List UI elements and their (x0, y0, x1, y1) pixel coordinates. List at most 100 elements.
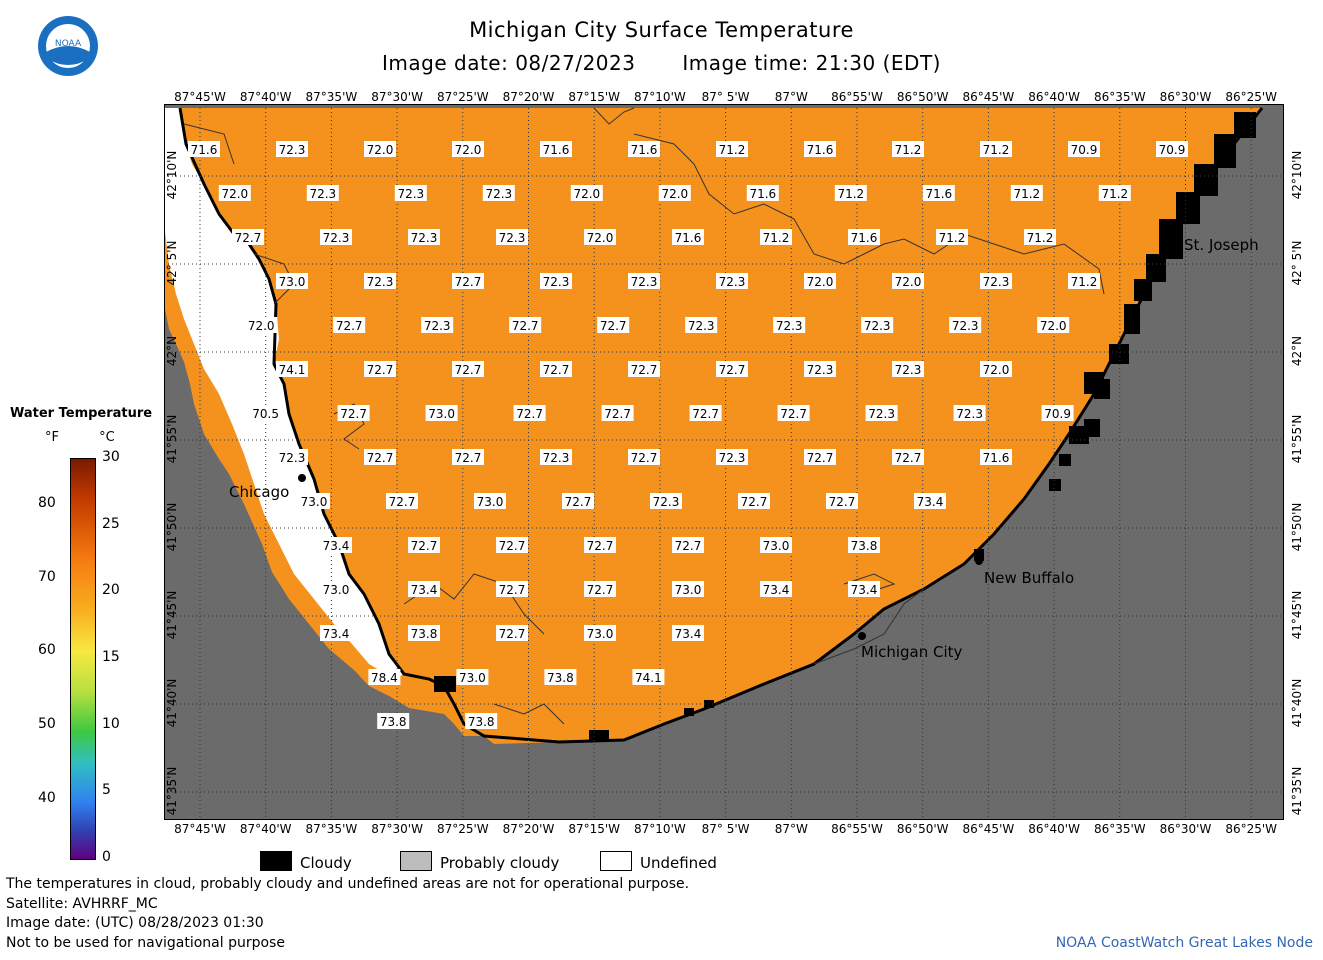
temperature-label: 73.8 (377, 713, 410, 729)
latitude-label: 41°40'N (165, 678, 179, 728)
svg-text:72.0: 72.0 (221, 187, 248, 201)
temperature-label: 73.4 (760, 581, 792, 597)
temperature-label: 72.3 (276, 449, 308, 465)
temperature-label: 71.6 (922, 185, 955, 201)
longitude-label: 86°30'W (1159, 90, 1212, 104)
svg-text:72.7: 72.7 (895, 451, 922, 465)
svg-text:72.7: 72.7 (829, 495, 856, 509)
svg-text:73.0: 73.0 (323, 583, 350, 597)
temperature-label: 72.3 (540, 449, 572, 465)
temperature-label: 70.9 (1156, 141, 1188, 157)
svg-text:70.9: 70.9 (1044, 407, 1071, 421)
svg-text:71.2: 71.2 (1013, 187, 1040, 201)
longitude-label: 86°55'W (831, 90, 883, 104)
svg-text:72.7: 72.7 (512, 319, 539, 333)
longitude-label: 87°10'W (634, 822, 686, 836)
legend-units: °F °C (45, 430, 115, 445)
latitude-label: 42°N (165, 335, 179, 367)
temperature-label: 72.3 (394, 185, 427, 201)
svg-text:72.7: 72.7 (604, 407, 631, 421)
legend-celsius-tick: 0 (102, 849, 111, 865)
temperature-label: 71.2 (892, 141, 924, 157)
temperature-label: 72.0 (980, 361, 1012, 377)
svg-text:72.0: 72.0 (807, 275, 834, 289)
place-new-buffalo: New Buffalo (984, 569, 1074, 587)
temperature-label: 73.4 (408, 581, 440, 597)
latitude-label: 42°10'N (165, 150, 179, 200)
temperature-label: 71.2 (760, 229, 792, 245)
svg-text:72.3: 72.3 (776, 319, 803, 333)
temperature-label: 73.0 (456, 669, 489, 685)
longitude-label: 87° 5'W (701, 90, 750, 104)
svg-text:72.3: 72.3 (367, 275, 394, 289)
temperature-label: 72.7 (513, 405, 546, 421)
longitude-label: 87°10'W (634, 90, 686, 104)
svg-text:71.2: 71.2 (719, 143, 746, 157)
svg-text:72.7: 72.7 (741, 495, 768, 509)
latitude-label: 41°40'N (1290, 678, 1304, 728)
temperature-label: 73.4 (914, 493, 946, 509)
temperature-label: 72.7 (337, 405, 370, 421)
isotherm-contours (183, 107, 1105, 725)
longitude-label: 87°20'W (502, 822, 555, 836)
temperature-label: 71.2 (1010, 185, 1043, 201)
legend-celsius-tick: 5 (102, 782, 111, 799)
temperature-label: 72.7 (364, 361, 396, 377)
temperature-label: 71.2 (1068, 273, 1100, 289)
temperature-label: 71.2 (1024, 229, 1056, 245)
svg-text:78.4: 78.4 (371, 671, 398, 685)
temperature-label: 72.0 (892, 273, 924, 289)
coastline (178, 107, 1264, 744)
longitude-label: 86°40'W (1028, 822, 1080, 836)
map-title: Michigan City Surface Temperature (469, 18, 854, 42)
legend-fahrenheit-tick: 60 (38, 642, 56, 658)
longitude-label: 86°45'W (962, 90, 1015, 104)
temperature-label: 72.7 (364, 449, 396, 465)
svg-text:72.0: 72.0 (587, 231, 614, 245)
temperature-label: 73.0 (760, 537, 792, 553)
temperature-label: 72.0 (1037, 317, 1070, 333)
svg-text:72.7: 72.7 (367, 363, 394, 377)
temperature-label: 73.0 (320, 581, 352, 597)
longitude-label: 87°40'W (239, 90, 292, 104)
svg-text:73.4: 73.4 (851, 583, 878, 597)
image-date: Image date: 08/27/2023 (382, 51, 636, 75)
legend-celsius-tick: 10 (102, 715, 120, 732)
temperature-label: 72.3 (861, 317, 894, 333)
footer-credit: NOAA CoastWatch Great Lakes Node (1055, 935, 1313, 951)
svg-text:73.0: 73.0 (763, 539, 790, 553)
latitude-label: 41°55'N (1290, 414, 1304, 464)
svg-text:72.0: 72.0 (248, 319, 275, 333)
temperature-label: 73.8 (465, 713, 498, 729)
temperature-label: 73.4 (672, 625, 704, 641)
svg-text:72.7: 72.7 (455, 451, 482, 465)
longitude-label: 86°45'W (962, 822, 1015, 836)
temperature-label: 73.4 (320, 537, 352, 553)
svg-text:73.8: 73.8 (411, 627, 438, 641)
svg-text:73.0: 73.0 (587, 627, 614, 641)
longitude-label: 87°45'W (174, 90, 226, 104)
svg-text:71.2: 71.2 (1027, 231, 1054, 245)
svg-text:72.3: 72.3 (653, 495, 680, 509)
temperature-label: 73.8 (848, 537, 880, 553)
temperature-labels: 71.6 72.3 72.0 72.0 71.6 71.6 71.2 71.6 71.2 71.2… (188, 141, 1188, 729)
temperature-label: 72.7 (496, 537, 528, 553)
svg-text:72.3: 72.3 (719, 451, 746, 465)
temperature-label: 71.6 (848, 229, 880, 245)
temperature-label: 72.7 (452, 449, 484, 465)
temperature-label: 71.6 (628, 141, 660, 157)
map-key: Cloudy Probably cloudy Undefined (260, 849, 780, 873)
svg-text:72.3: 72.3 (983, 275, 1010, 289)
temperature-label: 74.1 (276, 361, 308, 377)
temperature-label: 72.7 (496, 625, 528, 641)
legend-celsius-tick: 25 (102, 515, 120, 532)
longitude-label: 87° 5'W (701, 822, 750, 836)
new-buffalo-marker (975, 557, 983, 565)
legend-title: Water Temperature (10, 406, 153, 421)
longitude-label: 86°50'W (896, 90, 949, 104)
svg-text:72.3: 72.3 (309, 187, 336, 201)
legend-fahrenheit-tick: 70 (38, 569, 56, 585)
svg-text:72.0: 72.0 (661, 187, 688, 201)
key-cloudy: Cloudy (300, 854, 352, 872)
longitude-label: 86°25'W (1225, 90, 1278, 104)
